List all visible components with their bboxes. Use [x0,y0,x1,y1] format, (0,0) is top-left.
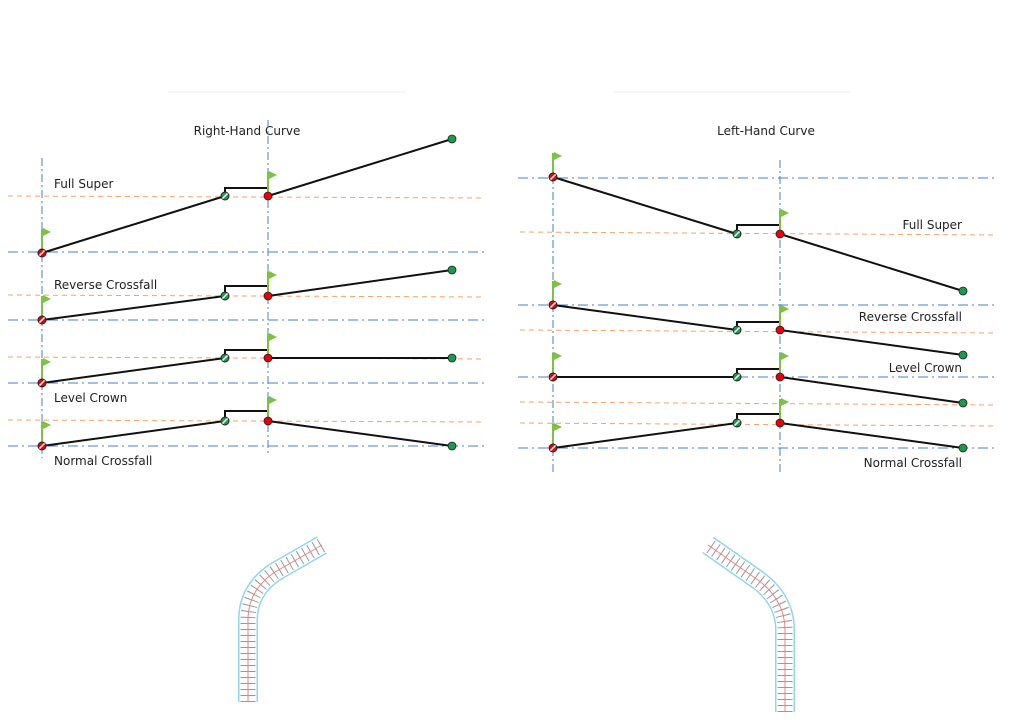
panel-title-left-hand-curve: Left-Hand Curve [717,124,815,138]
hatch [549,444,557,452]
pivot-point [775,325,785,335]
panel-title-right-hand-curve: Right-Hand Curve [194,124,301,138]
hatch [733,373,741,381]
flag-icon [781,352,789,360]
hatch [733,326,741,334]
pivot-point [775,229,785,239]
flag-icon [269,396,277,404]
flag-icon [554,423,562,431]
cross-slope-line [41,295,226,321]
pivot-point [263,353,273,363]
reference-line [519,329,994,334]
row-label: Reverse Crossfall [54,278,157,292]
hatch [733,419,741,427]
crown-bracket [736,224,781,230]
flag-icon [269,271,277,279]
hatch [549,301,557,309]
flag-icon [269,333,277,341]
hatch [38,249,46,257]
flag-icon [43,421,51,429]
edge-point [447,441,457,451]
hatch [38,379,46,387]
crown-bracket [736,321,781,326]
row-label: Full Super [903,218,963,232]
reference-line [519,231,994,236]
reference-line [7,294,486,298]
crown-bracket [736,413,781,419]
hatch [221,354,229,362]
crown-bracket [736,368,781,373]
edge-point [958,350,968,360]
crown-bracket [224,349,269,354]
hatch [549,173,557,181]
edge-point [447,134,457,144]
pivot-point [775,372,785,382]
row-label: Level Crown [54,391,127,405]
flag-icon [43,228,51,236]
cross-slope-line [779,422,964,449]
cross-slope-line [41,357,226,384]
reference-line [519,401,994,406]
cross-slope-line [552,422,738,449]
road-plan-right-hand-fill [239,537,327,702]
hatch [221,417,229,425]
cross-slope-line [779,233,964,292]
cross-slope-line [779,376,964,404]
flag-icon [781,398,789,406]
flag-icon [43,295,51,303]
edge-point [447,353,457,363]
cross-slope-line [41,420,226,447]
reference-line [519,422,994,427]
row-label: Full Super [54,177,114,191]
row-label: Normal Crossfall [54,454,152,468]
pivot-point [263,191,273,201]
flag-icon [554,152,562,160]
flag-icon [554,352,562,360]
flag-icon [781,209,789,217]
road-plan-left-hand-centerline [707,544,786,712]
pivot-point [263,291,273,301]
row-label: Level Crown [889,361,962,375]
reference-line [7,195,486,199]
crown-bracket [224,285,269,292]
hatch [549,373,557,381]
crown-bracket [224,187,269,192]
hatch [733,230,741,238]
flag-icon [269,171,277,179]
flag-icon [43,358,51,366]
cross-slope-line [267,138,453,197]
row-label: Reverse Crossfall [859,310,962,324]
hatch [221,192,229,200]
row-label: Normal Crossfall [864,456,962,470]
cross-slope-line [267,269,453,297]
cross-slope-line [41,195,226,254]
flag-icon [781,305,789,313]
flag-icon [554,280,562,288]
pivot-point [263,416,273,426]
cross-slope-line [267,420,453,447]
cross-slope-line [552,176,738,235]
edge-point [958,443,968,453]
crown-bracket [224,410,269,417]
hatch [221,292,229,300]
hatch [38,442,46,450]
hatch [38,316,46,324]
road-plan-left-hand-stations [703,538,793,712]
road-plan-right-hand-centerline [247,544,323,702]
pivot-point [775,418,785,428]
edge-point [958,398,968,408]
cross-slope-line [552,304,738,331]
reference-line [7,419,486,423]
cross-slope-line [779,329,964,356]
edge-point [958,286,968,296]
edge-point [447,265,457,275]
